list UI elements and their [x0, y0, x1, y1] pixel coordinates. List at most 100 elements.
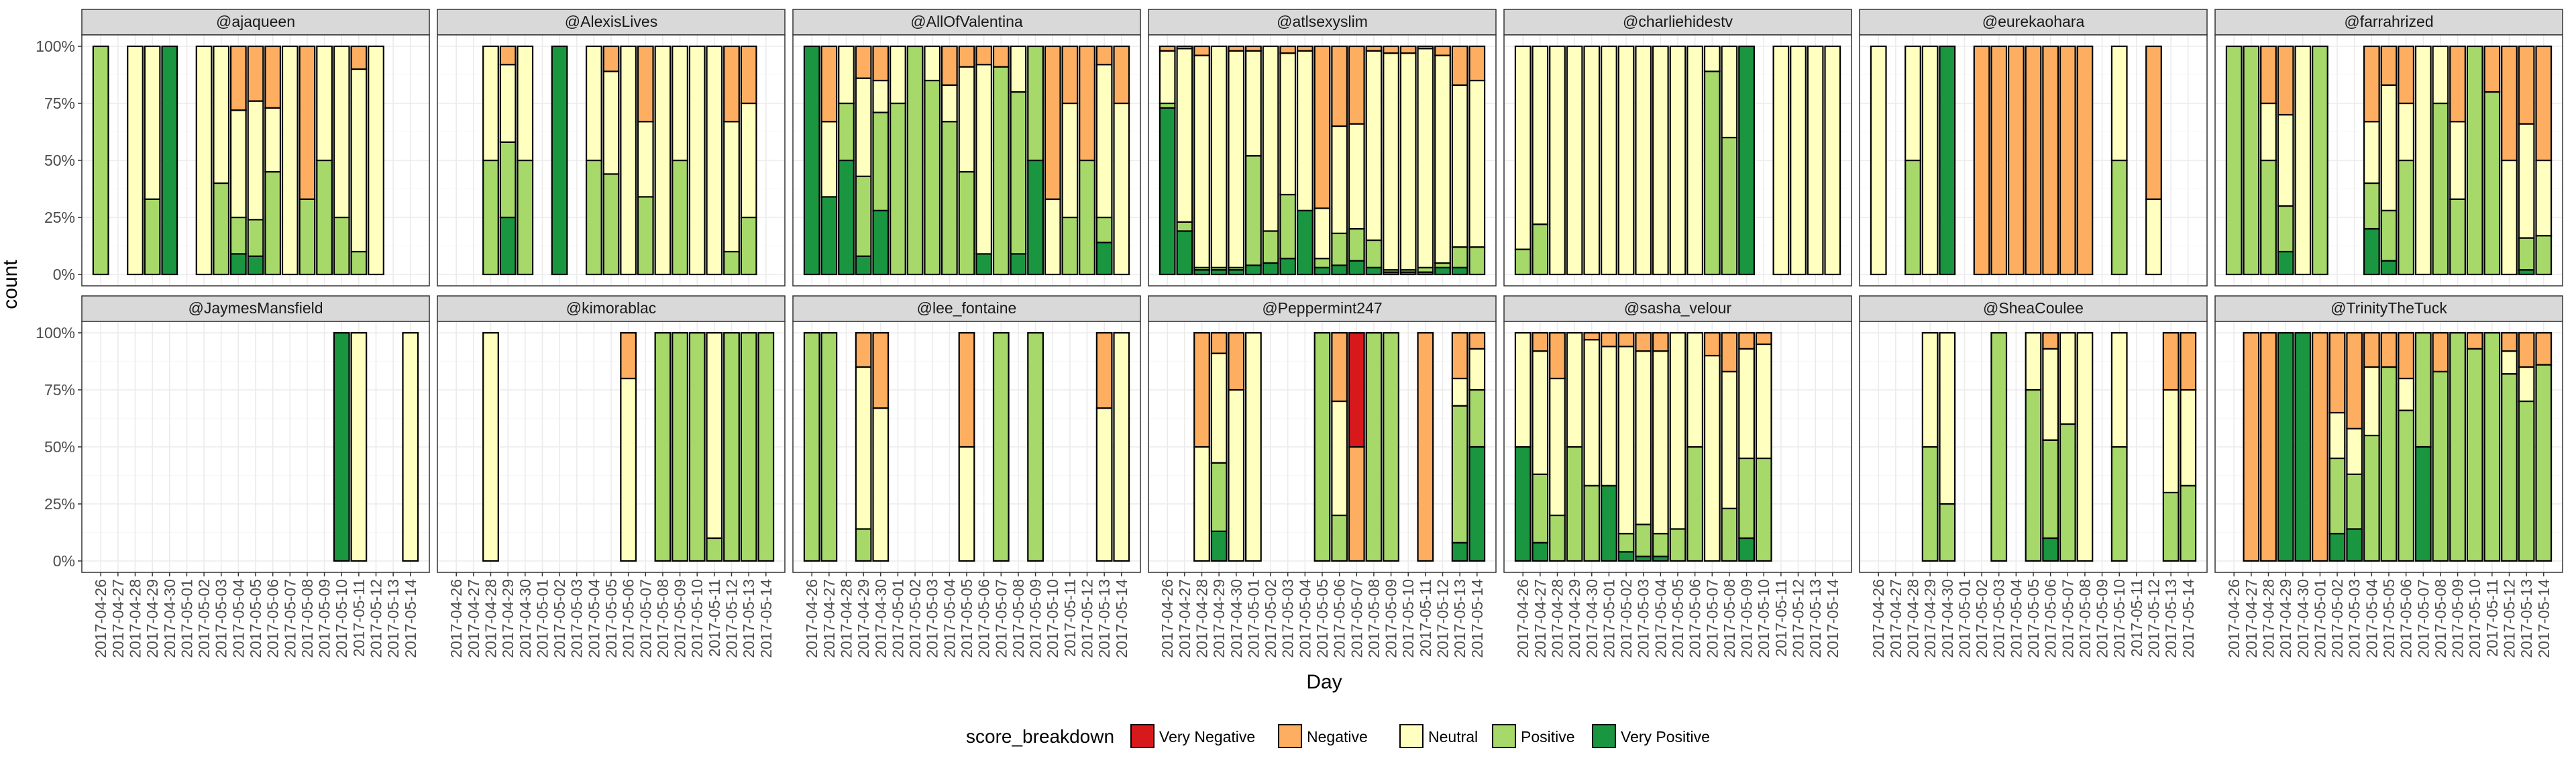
bar-segment [1921, 45, 1939, 276]
bar-segment [602, 70, 620, 175]
x-tick-label: 2017-05-04 [585, 579, 602, 658]
bar-segment [333, 216, 350, 276]
bar-segment [1210, 462, 1228, 532]
x-tick-label: 2017-04-28 [837, 579, 855, 658]
x-tick-label: 2017-05-08 [1010, 579, 1027, 658]
bar-segment [1331, 232, 1348, 266]
x-tick-label: 2017-05-09 [672, 579, 689, 658]
y-axis-title: count [0, 260, 21, 309]
y-tick-label: 25% [44, 209, 75, 226]
bar-segment [975, 253, 993, 276]
bar-segment [1228, 331, 1245, 391]
bar-segment [1532, 542, 1549, 562]
bar-segment [2380, 366, 2398, 562]
legend-swatch [1278, 724, 1302, 748]
bar-segment [820, 331, 838, 562]
bar-segment [654, 331, 672, 562]
bar-segment [2277, 331, 2294, 562]
bar-segment [2380, 260, 2398, 276]
bar-segment [1313, 266, 1331, 276]
x-tick-label: 2017-04-29 [1210, 579, 1228, 658]
bar-segment [1939, 331, 1956, 505]
bar-segment [299, 198, 316, 276]
bar-segment [941, 45, 958, 86]
bar-segment [1296, 45, 1313, 52]
bar-segment [890, 102, 906, 276]
x-tick-label: 2017-05-10 [1755, 579, 1772, 658]
bar-segment [1904, 45, 1921, 162]
x-tick-label: 2017-05-10 [2466, 579, 2483, 658]
x-tick-label: 2017-04-26 [447, 579, 465, 658]
bar-segment [2535, 159, 2553, 237]
bar-segment [2076, 45, 2094, 276]
panel: @SheaCoulee [1859, 295, 2208, 573]
bar-segment [654, 45, 672, 276]
bar-segment [1027, 45, 1044, 162]
bar-segment [2277, 205, 2294, 253]
bar-segment [1245, 45, 1262, 52]
bar-segment [1703, 70, 1721, 276]
bar-segment [92, 45, 109, 276]
bar-segment [1703, 45, 1721, 72]
bar-segment [2076, 331, 2094, 562]
bar-segment [2042, 439, 2059, 539]
bar-segment [2025, 45, 2042, 276]
bar-segment [1245, 264, 1262, 276]
x-tick-label: 2017-05-13 [2162, 579, 2180, 658]
x-tick-label: 2017-04-29 [144, 579, 161, 658]
bar-segment [229, 253, 247, 276]
bars [482, 45, 757, 276]
facet-strip-label: @sasha_velour [1624, 299, 1731, 317]
bar-segment [924, 45, 941, 82]
bar-segment [517, 159, 534, 276]
bar-segment [2294, 45, 2312, 276]
bar-segment [872, 407, 890, 562]
x-tick-label: 2017-05-10 [1044, 579, 1061, 658]
x-tick-label: 2017-05-12 [723, 579, 741, 658]
x-tick-label: 2017-05-05 [958, 579, 975, 658]
x-tick-label: 2017-04-27 [1532, 579, 1549, 658]
bar-segment [1176, 48, 1193, 223]
bar-segment [195, 45, 213, 276]
bar-segment [316, 159, 333, 276]
bar-segment [2518, 237, 2535, 271]
bar-segment [1262, 262, 1279, 276]
legend: score_breakdown Very Negative Negative Neu… [966, 724, 1710, 748]
x-tick-label: 2017-04-27 [2243, 579, 2260, 658]
bar-segment [264, 45, 282, 109]
legend-swatch [1592, 724, 1616, 748]
bar-segment [2180, 331, 2197, 391]
bar-segment [1095, 407, 1113, 562]
x-tick-label: 2017-04-27 [109, 579, 127, 658]
x-tick-label: 2017-05-12 [1790, 579, 1807, 658]
bar-segment [992, 331, 1010, 562]
facet-strip [437, 295, 786, 322]
x-tick-label: 2017-05-14 [402, 579, 419, 658]
bar-segment [1468, 389, 1486, 448]
bar-segment [2346, 427, 2363, 475]
x-tick-label: 2017-04-26 [2225, 579, 2243, 658]
bar-segment [1417, 48, 1434, 268]
x-tick-label: 2017-04-26 [1870, 579, 1887, 658]
bar-segment [2110, 159, 2128, 276]
bars [1921, 331, 2197, 562]
bar-segment [1601, 346, 1617, 486]
legend-label: Neutral [1428, 728, 1478, 745]
bar-segment [1079, 45, 1095, 162]
bar-segment [872, 209, 890, 276]
bar-segment [706, 537, 723, 562]
bar-segment [672, 331, 688, 562]
panel-border [2214, 34, 2563, 287]
bar-segment [838, 45, 855, 105]
bar-segment [820, 45, 838, 123]
bar-segment [1635, 45, 1652, 276]
bar-segment [1193, 54, 1210, 268]
bar-segment [1532, 223, 1549, 276]
bar-segment [1296, 50, 1313, 211]
bar-segment [672, 159, 688, 276]
x-tick-label: 2017-05-04 [2007, 579, 2025, 658]
bar-segment [2535, 45, 2553, 162]
bar-segment [1095, 64, 1113, 219]
bar-segment [551, 45, 568, 276]
bar-segment [2535, 364, 2553, 562]
